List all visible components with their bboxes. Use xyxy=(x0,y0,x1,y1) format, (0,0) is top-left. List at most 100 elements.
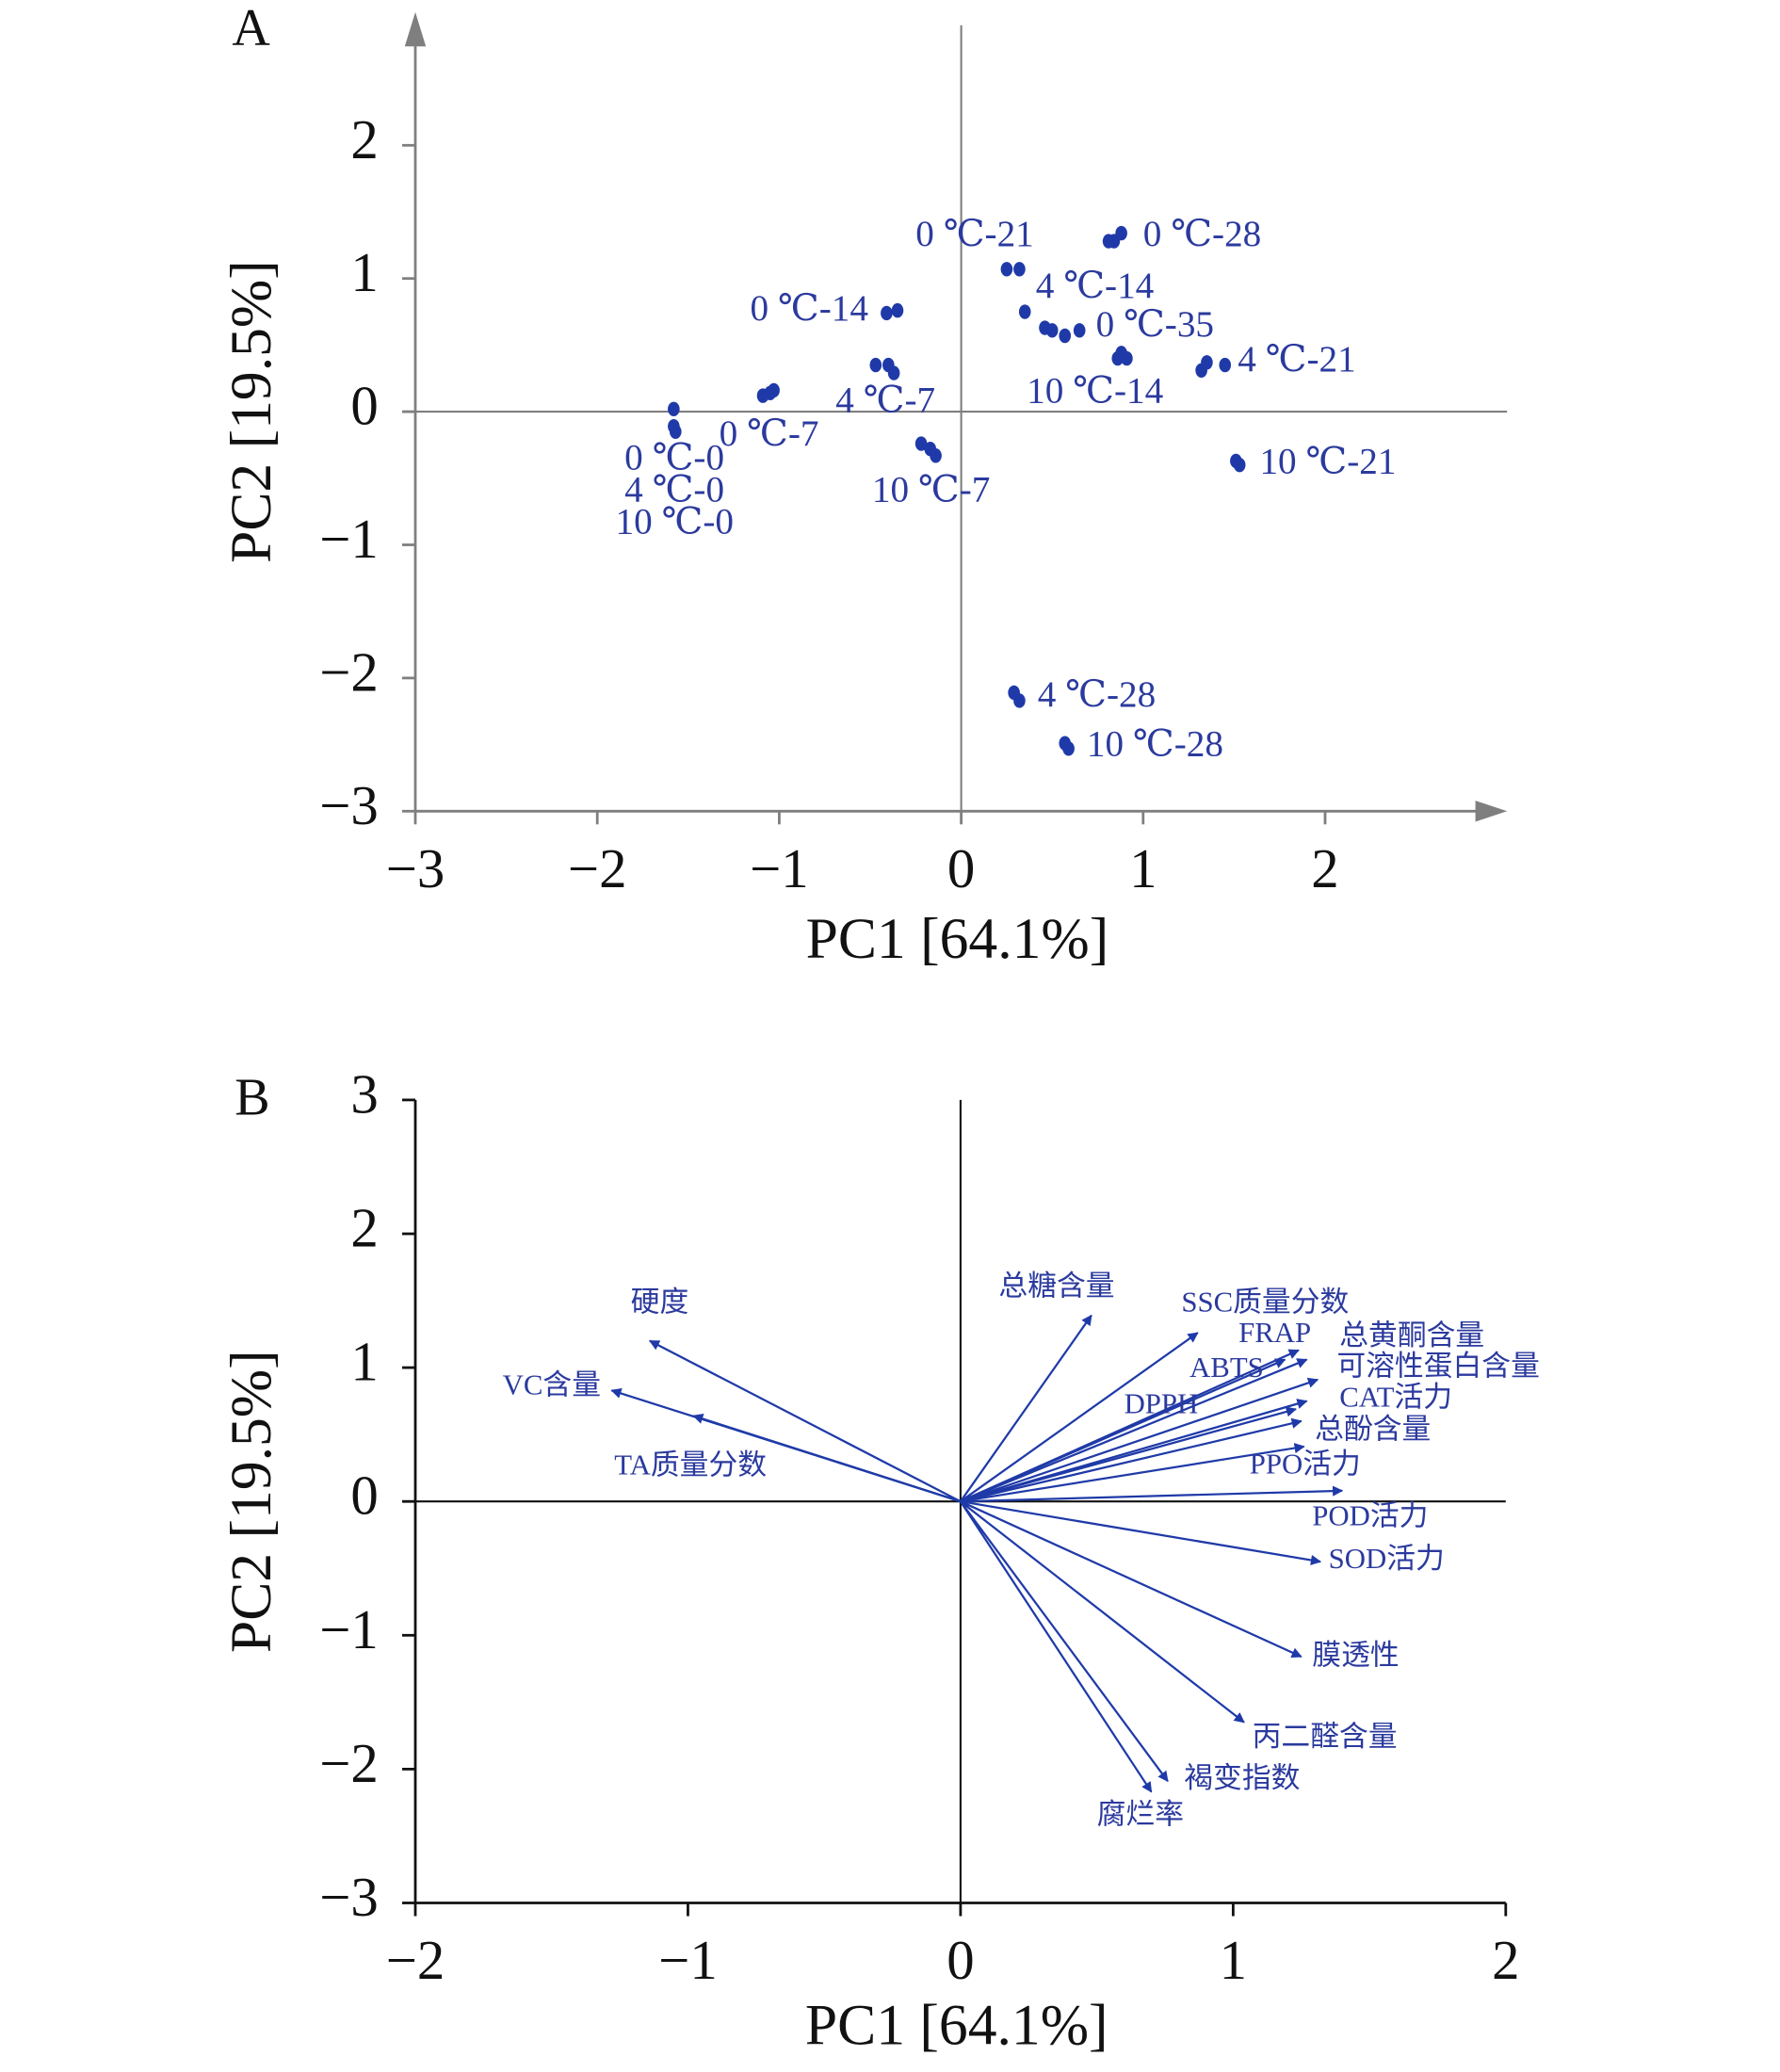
x-axis-label: PC1 [64.1%] xyxy=(806,907,1109,971)
loading-vector xyxy=(959,1500,1153,1793)
point-label: 10 ℃-21 xyxy=(1259,442,1396,482)
x-tick-label: −3 xyxy=(386,838,445,899)
loading-vector xyxy=(960,1358,1308,1503)
vector-label: FRAP xyxy=(1238,1317,1311,1349)
y-axis-label: PC2 [19.5%] xyxy=(219,260,283,563)
point xyxy=(881,305,893,321)
panel-label: A xyxy=(232,0,270,57)
point-label: 10 ℃-14 xyxy=(1027,371,1163,412)
panel-label: B xyxy=(235,1069,269,1127)
point xyxy=(768,382,780,398)
point-label: 10 ℃-7 xyxy=(872,469,990,510)
point-label: 4 ℃-21 xyxy=(1238,339,1355,380)
loading-vector xyxy=(960,1399,1308,1503)
loading-vector xyxy=(959,1314,1092,1502)
y-tick-label: 0 xyxy=(350,1465,378,1527)
vector-label: SOD活力 xyxy=(1329,1543,1445,1575)
loading-vector xyxy=(960,1500,1169,1783)
vector-label: DPPH xyxy=(1125,1387,1199,1419)
point-label: 0 ℃-7 xyxy=(720,413,819,454)
point-label: 10 ℃-28 xyxy=(1087,723,1223,764)
vector-label: 硬度 xyxy=(631,1286,689,1318)
y-axis-label: PC2 [19.5%] xyxy=(219,1350,283,1653)
y-tick-label: −2 xyxy=(319,641,379,703)
axis-arrow xyxy=(404,11,427,47)
point xyxy=(914,436,928,451)
point-label: 4 ℃-7 xyxy=(835,380,935,421)
vector-label: 总黄酮含量 xyxy=(1339,1319,1484,1352)
y-tick-label: 2 xyxy=(350,109,378,170)
vector-label: ABTS xyxy=(1189,1352,1264,1384)
y-tick-label: −3 xyxy=(319,775,379,836)
loading-vector xyxy=(692,1414,962,1503)
vector-label: 总酚含量 xyxy=(1315,1413,1431,1445)
point-label: 4 ℃-14 xyxy=(1036,266,1154,306)
vector-label: PPO活力 xyxy=(1250,1448,1361,1480)
point-label: 0 ℃-35 xyxy=(1096,304,1214,345)
x-tick-label: −2 xyxy=(386,1930,445,1991)
y-tick-label: 0 xyxy=(350,376,378,437)
point-label: 4 ℃-0 xyxy=(624,469,724,510)
loading-vector xyxy=(960,1377,1319,1503)
vector-label: 丙二醛含量 xyxy=(1253,1721,1398,1753)
point-label: 10 ℃-0 xyxy=(616,501,734,542)
point xyxy=(887,365,900,380)
loading-vector xyxy=(960,1358,1286,1503)
vector-label: VC含量 xyxy=(503,1368,601,1400)
vector-label: TA质量分数 xyxy=(614,1449,767,1481)
point xyxy=(1073,323,1086,338)
point xyxy=(891,302,904,318)
y-tick-label: −1 xyxy=(319,1599,379,1660)
point xyxy=(869,357,882,373)
vector-label: 总糖含量 xyxy=(998,1270,1114,1302)
loading-vector xyxy=(960,1485,1344,1503)
x-tick-label: 1 xyxy=(1220,1930,1247,1991)
point xyxy=(1045,323,1059,338)
x-tick-label: 0 xyxy=(947,1930,974,1991)
loading-vector xyxy=(960,1442,1305,1503)
point-label: 0 ℃-14 xyxy=(750,288,867,329)
point xyxy=(1121,350,1133,366)
vector-label: 膜透性 xyxy=(1312,1640,1399,1672)
y-tick-label: 1 xyxy=(350,242,378,303)
loading-vector xyxy=(648,1339,962,1503)
point xyxy=(1018,304,1031,319)
point-label: 4 ℃-28 xyxy=(1038,674,1156,715)
y-tick-label: −2 xyxy=(319,1733,379,1794)
point-label: 0 ℃-0 xyxy=(624,437,724,478)
y-tick-label: 2 xyxy=(350,1198,378,1259)
point xyxy=(669,424,682,440)
point xyxy=(930,448,942,463)
point-label: 0 ℃-21 xyxy=(915,214,1033,254)
point-label: 0 ℃-28 xyxy=(1143,214,1261,254)
point xyxy=(1062,741,1075,756)
x-axis-label: PC1 [64.1%] xyxy=(805,1993,1108,2057)
x-tick-label: 2 xyxy=(1492,1930,1519,1991)
vector-label: 褐变指数 xyxy=(1184,1762,1300,1794)
x-tick-label: 1 xyxy=(1129,838,1157,899)
x-tick-label: 2 xyxy=(1311,838,1338,899)
point xyxy=(1000,262,1013,277)
x-tick-label: −1 xyxy=(750,838,809,899)
point xyxy=(1201,355,1213,370)
y-tick-label: 3 xyxy=(350,1063,378,1125)
loading-vector xyxy=(960,1500,1245,1724)
x-tick-label: −2 xyxy=(568,838,627,899)
x-tick-label: 0 xyxy=(947,838,975,899)
vector-label: 腐烂率 xyxy=(1097,1799,1184,1831)
loading-vector xyxy=(960,1332,1199,1503)
point xyxy=(668,401,680,416)
loading-vector xyxy=(960,1500,1303,1659)
point xyxy=(1013,262,1026,277)
y-tick-label: −1 xyxy=(319,509,379,570)
x-tick-label: −1 xyxy=(658,1930,718,1991)
point xyxy=(1219,357,1232,373)
y-tick-label: −3 xyxy=(319,1867,379,1928)
loading-vector xyxy=(960,1417,1303,1503)
vector-label: POD活力 xyxy=(1312,1500,1428,1532)
point xyxy=(1013,693,1026,708)
axis-arrow xyxy=(1475,801,1508,822)
point xyxy=(1059,328,1072,344)
